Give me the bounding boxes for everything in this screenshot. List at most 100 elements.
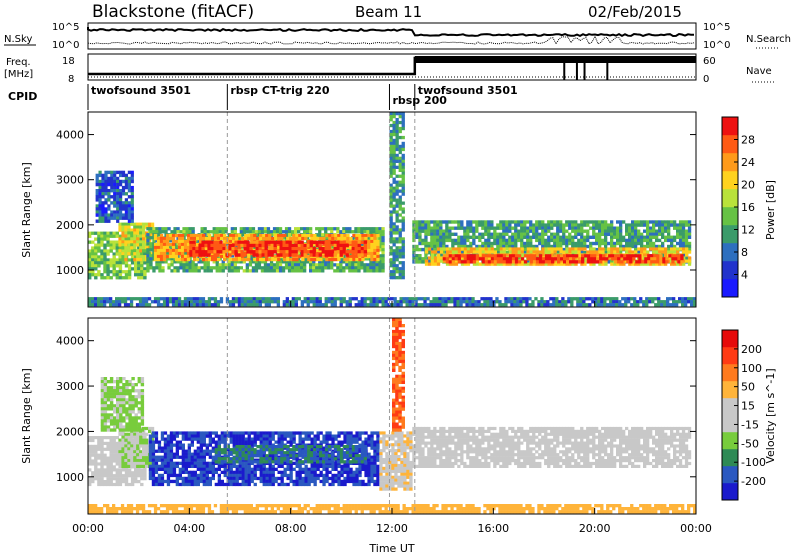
power-cell: [433, 247, 437, 252]
power-cell: [505, 241, 509, 246]
power-cell: [544, 241, 548, 246]
power-cell: [577, 223, 581, 227]
power-cell: [593, 260, 597, 264]
power-cell: [665, 260, 669, 264]
power-cell: [150, 222, 155, 226]
power-cell: [198, 300, 203, 304]
power-cell: [162, 236, 167, 241]
power-cell: [418, 229, 422, 233]
power-cell: [430, 253, 435, 257]
power-cell: [556, 223, 560, 227]
power-cell: [565, 262, 569, 266]
power-cell: [139, 249, 143, 253]
power-cell: [398, 228, 402, 232]
power-cell: [124, 237, 129, 241]
power-cell: [520, 247, 524, 251]
power-cell: [568, 238, 572, 243]
power-cell: [273, 297, 277, 301]
power-cell: [594, 303, 598, 307]
power-cell: [481, 254, 486, 258]
power-cell: [342, 300, 346, 304]
power-cell: [389, 264, 393, 268]
power-cell: [454, 241, 458, 246]
power-cell: [472, 241, 476, 246]
power-cell: [124, 234, 128, 238]
power-cell: [94, 276, 98, 280]
power-cell: [401, 255, 405, 259]
power-cell: [618, 303, 622, 307]
power-cell: [466, 262, 471, 266]
power-cell: [237, 300, 242, 304]
power-cell: [502, 235, 506, 239]
power-band-8: [95, 170, 134, 223]
power-cell: [321, 269, 325, 273]
power-cell: [401, 126, 405, 131]
power-cell: [502, 241, 506, 246]
power-cell: [330, 300, 334, 304]
power-cell: [248, 269, 253, 273]
power-cell: [574, 235, 578, 239]
nsky-series: [87, 27, 695, 45]
power-cell: [339, 240, 343, 245]
power-cell: [269, 260, 274, 264]
power-cell: [433, 226, 437, 230]
power-cell: [339, 250, 343, 254]
power-cell: [466, 250, 471, 254]
power-cell: [291, 243, 295, 248]
power-cell: [673, 235, 677, 239]
power-cell: [135, 303, 140, 307]
power-cell: [538, 260, 543, 264]
power-cell: [595, 226, 599, 230]
power-cell: [651, 300, 655, 304]
power-cell: [395, 189, 399, 193]
power-cell: [587, 254, 591, 258]
power-cell: [481, 247, 485, 251]
power-cell: [104, 219, 108, 223]
power-cell: [330, 303, 334, 307]
power-cell: [277, 242, 281, 247]
power-cell: [170, 230, 174, 234]
power-cell: [493, 241, 497, 246]
velocity-cell: [97, 462, 101, 466]
velocity-cell: [94, 447, 98, 451]
power-cell: [436, 235, 440, 239]
power-cell: [430, 247, 434, 252]
power-cell: [595, 238, 599, 243]
power-cell: [123, 297, 128, 301]
power-cell: [381, 236, 385, 240]
power-cell: [511, 220, 515, 224]
power-cell: [109, 303, 113, 307]
power-cell: [378, 254, 382, 258]
power-cell: [395, 198, 399, 202]
power-cell: [571, 235, 575, 239]
power-cell: [664, 229, 668, 233]
power-cell: [401, 153, 405, 158]
power-cell: [282, 250, 286, 254]
power-cell: [517, 229, 521, 233]
power-cell: [381, 239, 385, 243]
power-cell: [91, 270, 95, 274]
power-cell: [171, 251, 176, 256]
power-cell: [218, 269, 222, 273]
power-cell: [146, 266, 150, 270]
power-cell: [628, 223, 632, 227]
power-cell: [670, 250, 674, 254]
power-cell: [687, 232, 692, 236]
power-cell: [421, 247, 425, 252]
power-cell: [499, 244, 503, 249]
power-cell: [177, 242, 182, 247]
power-cell: [389, 246, 393, 250]
power-cell: [312, 269, 316, 273]
power-cell: [538, 232, 542, 236]
power-cell: [177, 236, 182, 241]
power-cell: [115, 261, 119, 265]
power-cell: [505, 247, 509, 251]
power-cell: [269, 233, 274, 237]
power-cell: [284, 227, 289, 231]
power-cell: [690, 300, 694, 304]
power-cell: [439, 229, 443, 233]
power-cell: [232, 236, 236, 241]
power-cell: [532, 250, 536, 254]
power-cell: [678, 229, 683, 233]
